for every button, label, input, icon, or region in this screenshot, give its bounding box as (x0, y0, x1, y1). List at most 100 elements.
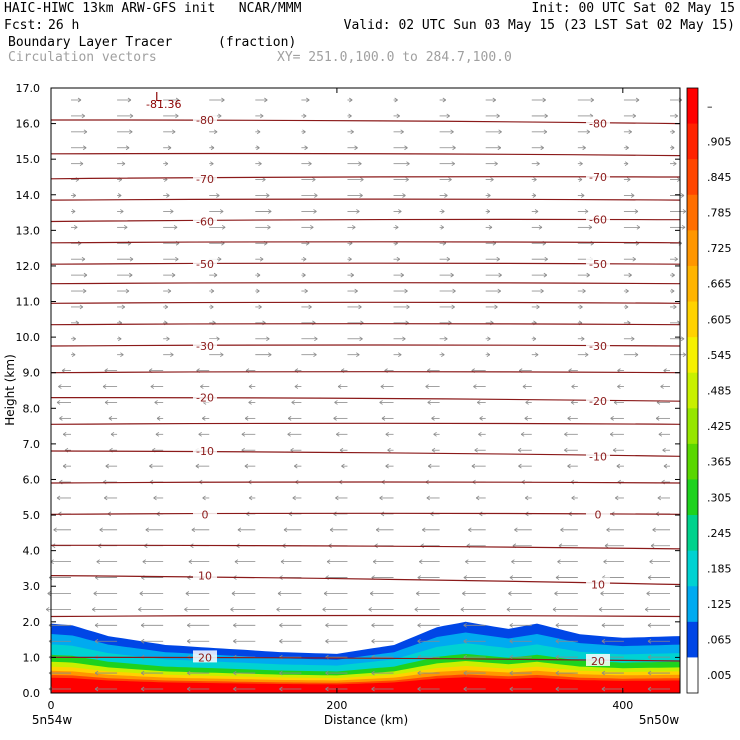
y-tick-label: 4.0 (23, 545, 41, 558)
vector-head (53, 527, 57, 533)
vector-head (396, 113, 400, 119)
vector-head (644, 607, 649, 612)
vector-head (56, 495, 61, 501)
vector-head (571, 495, 575, 501)
vector-head (167, 288, 172, 294)
contour-label: 0 (595, 508, 602, 521)
vector-head (402, 193, 406, 198)
vector-head (154, 400, 158, 405)
colorbar-label: .905 (707, 135, 732, 148)
vector-head (125, 145, 130, 151)
contour-label: -20 (589, 395, 607, 408)
colorbar-swatch (687, 88, 698, 125)
vector-head (308, 161, 312, 167)
vector-head (369, 591, 374, 596)
colorbar-label: .845 (707, 171, 732, 184)
colorbar-swatch (687, 123, 698, 160)
plot-frame (50, 87, 681, 694)
vector-head (96, 559, 100, 564)
minimum-value: -81.36 (146, 98, 181, 111)
x-tick-label: 400 (612, 699, 633, 712)
contour-label-bg (193, 444, 217, 456)
vector-head (540, 288, 544, 294)
vector-head (279, 686, 283, 692)
vector-head (371, 622, 375, 628)
vector-head (339, 447, 344, 453)
vector-head (279, 670, 283, 676)
contour-label-bg (586, 257, 610, 270)
vector-head (414, 607, 419, 612)
vector-head (446, 256, 451, 262)
vector-head (544, 113, 548, 119)
y-tick-label: 7.0 (23, 438, 41, 451)
vector-head (360, 177, 364, 182)
vector-head (302, 113, 307, 119)
colorbar-frame (686, 87, 699, 694)
y-tick-label: 11.0 (16, 296, 41, 309)
vector-head (488, 225, 493, 230)
vector-head (187, 670, 191, 676)
vector-head (175, 97, 180, 103)
vector-head (187, 686, 191, 692)
vector-head (674, 113, 679, 119)
vector-head (452, 288, 456, 294)
vector-head (82, 145, 87, 151)
vector-head (451, 161, 455, 167)
vector-head (474, 447, 478, 453)
vector-head (509, 670, 513, 676)
vector-head (325, 670, 329, 676)
vector-head (626, 177, 631, 182)
y-tick-label: 9.0 (23, 367, 41, 380)
colorbar-swatch (687, 230, 698, 267)
y-tick-label: 12.0 (16, 260, 41, 273)
vector-head (256, 145, 260, 151)
vector-head (634, 352, 639, 358)
contour-line (50, 575, 681, 586)
vector-head (406, 304, 410, 310)
vector-head (647, 622, 652, 628)
vector-head (279, 638, 283, 644)
vector-head (93, 591, 97, 596)
vector-head (335, 495, 339, 501)
vector-head (268, 352, 272, 358)
contour-line (50, 614, 681, 618)
vector-head (187, 638, 191, 644)
contour-label-bg (193, 171, 217, 184)
contour-label-bg (586, 394, 610, 407)
vector-head (631, 336, 635, 342)
vector-head (462, 591, 466, 596)
vector-head (140, 686, 145, 692)
vector-head (586, 272, 590, 278)
vector-head (511, 559, 515, 564)
vector-head (94, 622, 99, 628)
vector-head (387, 447, 391, 453)
vector-head (73, 225, 78, 230)
vector-head (102, 384, 107, 389)
vector-head (606, 527, 610, 533)
contour-line (50, 344, 681, 347)
vector-head (416, 591, 420, 596)
contour-label: -70 (589, 171, 607, 184)
vector-head (524, 495, 529, 501)
vector-head (534, 352, 539, 358)
vector-head (671, 272, 675, 278)
vector-head (166, 336, 170, 342)
vector-head (71, 209, 76, 214)
vector-head (492, 97, 497, 103)
vector-head (198, 431, 202, 437)
vector-head (348, 113, 352, 119)
colorbar-label: .305 (707, 491, 732, 504)
contour-label: 10 (198, 570, 212, 583)
vector-head (221, 97, 225, 103)
vector-head (658, 431, 663, 437)
vector-head (94, 670, 99, 676)
colorbar-label: .005 (707, 669, 732, 682)
vector-head (185, 591, 190, 596)
vector-head (356, 209, 360, 214)
vector-head (120, 209, 124, 214)
vector-head (262, 177, 266, 182)
vector-head (680, 193, 685, 198)
init-time: Init: 00 UTC Sat 02 May 15 (531, 1, 736, 16)
vector-head (427, 400, 431, 405)
vector-head (325, 622, 329, 628)
